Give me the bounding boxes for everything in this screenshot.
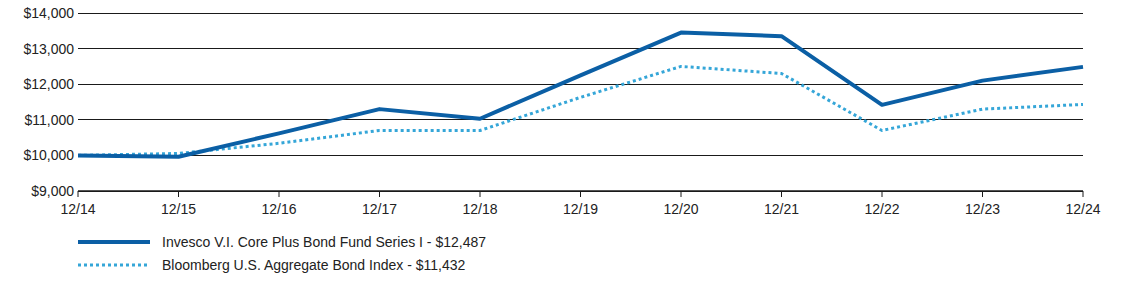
chart-svg: $9,000 $10,000 $11,000 $12,000 $13,000 $14,00… bbox=[0, 0, 1123, 281]
legend-label: Bloomberg U.S. Aggregate Bond Index - $1… bbox=[162, 257, 465, 273]
grid-line bbox=[78, 155, 1083, 156]
x-tick-label: 12/16 bbox=[261, 201, 296, 217]
y-tick-label: $12,000 bbox=[23, 76, 74, 92]
x-tick-label: 12/18 bbox=[462, 201, 497, 217]
plot-area bbox=[78, 33, 1083, 157]
x-tick-label: 12/14 bbox=[60, 201, 95, 217]
x-tick bbox=[982, 191, 983, 197]
x-tick-label: 12/22 bbox=[864, 201, 899, 217]
x-tick bbox=[178, 191, 179, 197]
y-tick-label: $9,000 bbox=[31, 183, 74, 199]
y-tick-label: $10,000 bbox=[23, 147, 74, 163]
x-tick-label: 12/19 bbox=[563, 201, 598, 217]
x-tick-label: 12/17 bbox=[362, 201, 397, 217]
x-tick-label: 12/21 bbox=[764, 201, 799, 217]
x-tick bbox=[480, 191, 481, 197]
x-tick bbox=[781, 191, 782, 197]
x-tick bbox=[681, 191, 682, 197]
grid-line bbox=[78, 48, 1083, 49]
series-line bbox=[78, 66, 1083, 155]
x-tick bbox=[78, 191, 79, 197]
x-tick-label: 12/23 bbox=[965, 201, 1000, 217]
legend-label: Invesco V.I. Core Plus Bond Fund Series … bbox=[162, 234, 486, 250]
y-tick-label: $13,000 bbox=[23, 41, 74, 57]
legend-swatch bbox=[78, 240, 150, 244]
x-tick-label: 12/20 bbox=[663, 201, 698, 217]
x-tick bbox=[1083, 191, 1084, 197]
grid-line bbox=[78, 84, 1083, 85]
series-line bbox=[78, 33, 1083, 157]
y-tick-label: $14,000 bbox=[23, 5, 74, 21]
x-tick-label: 12/24 bbox=[1065, 201, 1100, 217]
chart-container: $9,000 $10,000 $11,000 $12,000 $13,000 $14,00… bbox=[0, 0, 1123, 281]
x-tick-label: 12/15 bbox=[161, 201, 196, 217]
legend-swatch bbox=[78, 264, 150, 267]
x-tick bbox=[882, 191, 883, 197]
x-tick bbox=[580, 191, 581, 197]
x-tick bbox=[379, 191, 380, 197]
x-tick bbox=[279, 191, 280, 197]
grid-line bbox=[78, 13, 1083, 14]
y-tick-label: $11,000 bbox=[24, 112, 74, 128]
